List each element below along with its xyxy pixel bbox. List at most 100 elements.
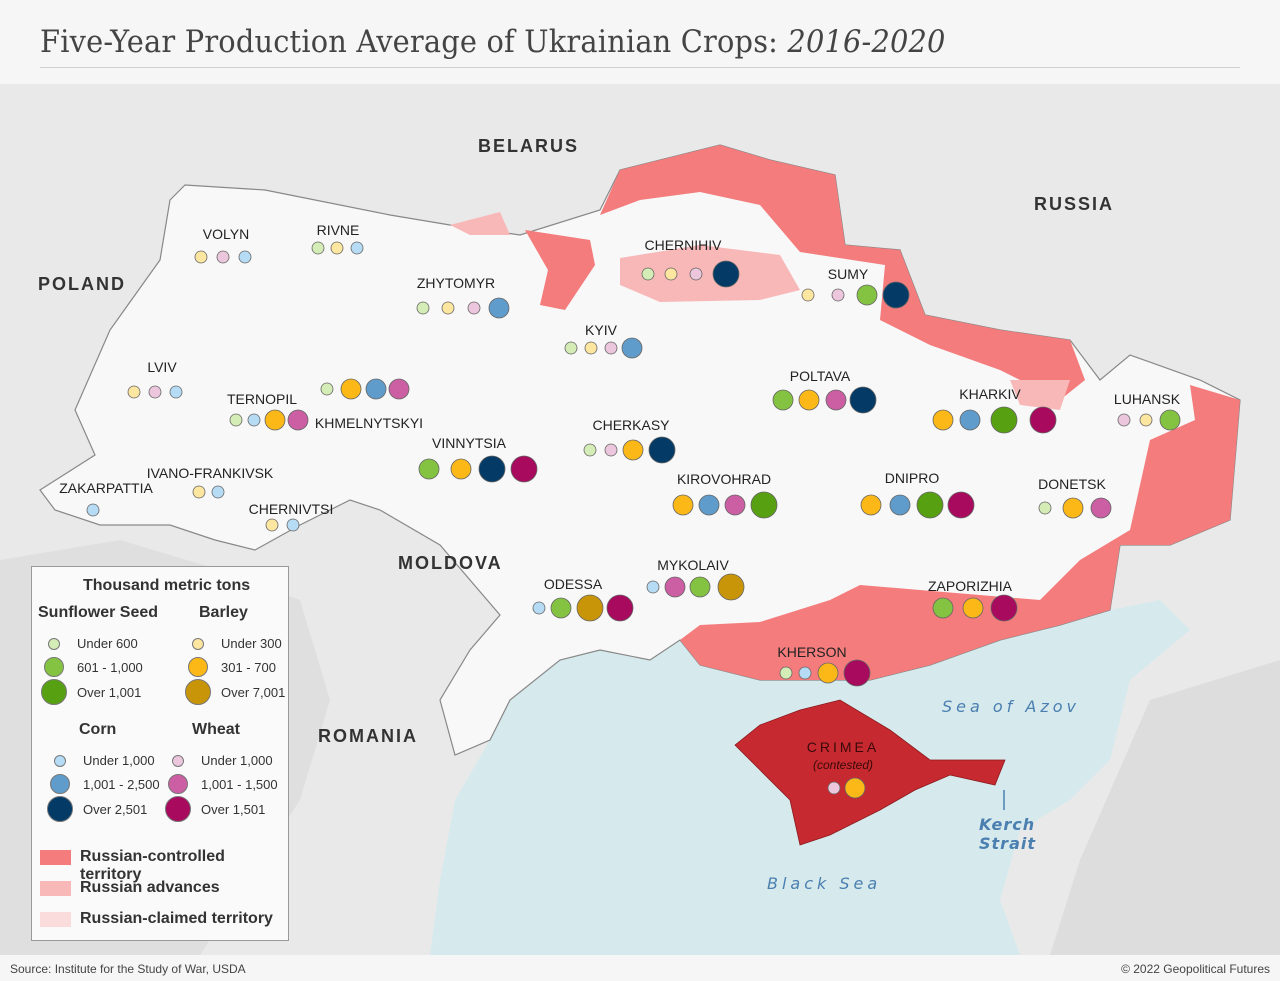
legend-title: Thousand metric tons — [83, 577, 251, 594]
wheat-tier-dot — [172, 754, 184, 767]
legend-controlled: Russian-controlled territory — [80, 848, 225, 883]
region-label: SUMY — [828, 266, 869, 282]
legend-tier-label: Under 1,000 — [201, 753, 273, 768]
water-label-black-sea: Black Sea — [767, 874, 881, 893]
corn-marker — [86, 503, 100, 517]
corn-tier-dot — [54, 754, 66, 767]
wheat-marker — [388, 378, 410, 400]
source-note: Source: Institute for the Study of War, … — [10, 962, 246, 976]
corn-marker — [169, 385, 183, 399]
barley-marker — [860, 494, 882, 516]
wheat-marker — [1117, 413, 1131, 427]
barley-marker — [962, 597, 984, 619]
country-label-russia: RUSSIA — [1034, 194, 1114, 214]
legend-item-wheat: 1,001 - 1,500 — [168, 774, 278, 794]
legend-item-sunflower: Under 600 — [48, 636, 138, 651]
page-title: Five-Year Production Average of Ukrainia… — [40, 24, 946, 60]
legend-tier-label: Over 7,001 — [221, 684, 286, 700]
water-label-azov: Sea of Azov — [942, 697, 1080, 716]
region-vinnytsia: VINNYTSIA — [418, 435, 538, 483]
header: Five-Year Production Average of Ukrainia… — [0, 0, 1280, 84]
barley-tier-dot — [192, 637, 204, 650]
legend-item-corn: Under 1,000 — [54, 753, 155, 768]
wheat-marker — [1029, 406, 1057, 434]
country-label-romania: ROMANIA — [318, 726, 418, 746]
corn-marker — [646, 580, 660, 594]
wheat-marker — [287, 409, 309, 431]
region-label: LUHANSK — [1114, 391, 1181, 407]
region-ternopil: TERNOPIL — [227, 391, 309, 431]
barley-tier-dot — [188, 657, 208, 677]
legend-item-wheat: Under 1,000 — [172, 753, 273, 768]
title-text: Five-Year Production Average of Ukrainia… — [40, 24, 788, 60]
legend-tier-label: 1,001 - 1,500 — [201, 776, 278, 792]
region-label: CRIMEA — [807, 739, 879, 755]
sunflower-marker — [1159, 409, 1181, 431]
barley-marker — [450, 458, 472, 480]
barley-marker — [265, 518, 279, 532]
sunflower-marker — [779, 666, 793, 680]
legend-tier-label: 1,001 - 2,500 — [83, 776, 160, 792]
legend-tier-label: 601 - 1,000 — [77, 659, 143, 675]
region-ivano-frankivsk: IVANO-FRANKIVSK — [147, 465, 274, 499]
barley-marker — [844, 777, 866, 799]
sunflower-marker — [416, 301, 430, 315]
russian-controlled-kyiv — [525, 230, 595, 310]
legend-tier-label: 301 - 700 — [221, 659, 276, 675]
corn-marker — [211, 485, 225, 499]
sunflower-tier-dot — [44, 657, 64, 677]
region-markers: VOLYN RIVNE ZHYTOMYR LVIV TERNOPIL KHMELNYTSK… — [59, 222, 1181, 799]
region-label: CHERKASY — [592, 417, 670, 433]
barley-marker — [441, 301, 455, 315]
region-label: TERNOPIL — [227, 391, 297, 407]
russian-controlled-north — [600, 145, 1085, 400]
region-label: CHERNIVTSI — [249, 501, 334, 517]
sunflower-marker — [856, 284, 878, 306]
region-label: ZAKARPATTIA — [59, 480, 153, 496]
wheat-marker — [843, 659, 871, 687]
sunflower-marker — [750, 491, 778, 519]
country-label-poland: POLAND — [38, 274, 126, 294]
legend-item-barley: Over 7,001 — [185, 679, 285, 705]
barley-marker — [1139, 413, 1153, 427]
wheat-marker — [831, 288, 845, 302]
wheat-marker — [606, 594, 634, 622]
legend-item-barley: Under 300 — [192, 636, 282, 651]
legend-heading-sunflower: Sunflower Seed — [38, 604, 159, 621]
wheat-marker — [990, 594, 1018, 622]
region-zhytomyr: ZHYTOMYR — [416, 275, 510, 319]
region-mykolaiv: MYKOLAIV — [646, 557, 745, 601]
barley-marker — [1062, 497, 1084, 519]
barley-marker — [622, 439, 644, 461]
region-label: MYKOLAIV — [657, 557, 729, 573]
region-poltava: POLTAVA — [772, 368, 877, 414]
legend-advances: Russian advances — [80, 879, 220, 896]
region-chernivtsi: CHERNIVTSI — [249, 501, 334, 532]
region-kherson: KHERSON — [777, 644, 871, 687]
sunflower-marker — [564, 341, 578, 355]
region-kharkiv: KHARKIV — [932, 386, 1057, 434]
sunflower-marker — [229, 413, 243, 427]
sunflower-marker — [932, 597, 954, 619]
region-note: (contested) — [813, 758, 873, 772]
region-odessa: ODESSA — [532, 576, 634, 622]
barley-marker — [717, 573, 745, 601]
barley-marker — [664, 267, 678, 281]
region-kirovohrad: KIROVOHRAD — [672, 471, 778, 519]
corn-tier-dot — [50, 774, 70, 794]
legend-item-barley: 301 - 700 — [188, 657, 276, 677]
sunflower-marker — [689, 576, 711, 598]
region-label: CHERNIHIV — [644, 237, 722, 253]
region-luhansk: LUHANSK — [1114, 391, 1181, 431]
corn-marker — [621, 337, 643, 359]
region-khmelnytskyi: KHMELNYTSKYI — [315, 378, 423, 431]
region-label: KYIV — [585, 322, 618, 338]
region-label: ZHYTOMYR — [417, 275, 495, 291]
corn-marker — [247, 413, 261, 427]
legend-item-corn: 1,001 - 2,500 — [50, 774, 160, 794]
russian-advances-kharkiv — [1010, 380, 1070, 410]
region-zakarpattia: ZAKARPATTIA — [59, 480, 153, 517]
legend-tier-label: Over 1,001 — [77, 684, 142, 700]
region-donetsk: DONETSK — [1038, 476, 1112, 519]
region-label: DNIPRO — [885, 470, 940, 486]
